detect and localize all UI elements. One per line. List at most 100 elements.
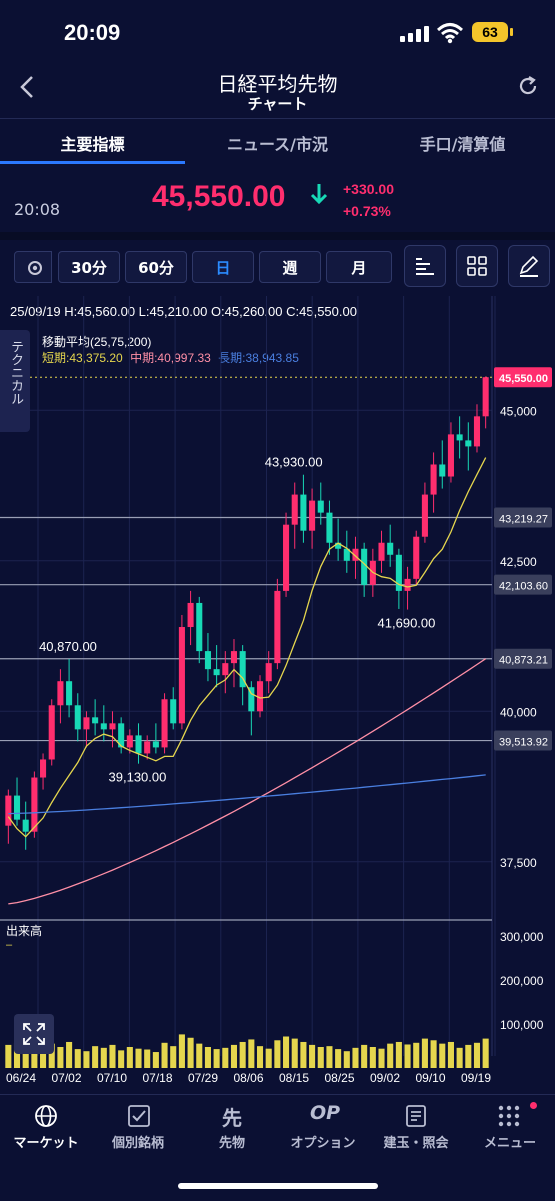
back-button[interactable] bbox=[18, 74, 36, 106]
candle bbox=[92, 717, 99, 724]
candle bbox=[135, 735, 142, 754]
candle bbox=[170, 699, 177, 724]
reload-button[interactable] bbox=[516, 74, 540, 104]
volume-bar bbox=[317, 1047, 324, 1068]
battery-tip bbox=[510, 28, 513, 36]
ohlc-readout: 25/09/19 H:45,560.00 L:45,210.00 O:45,26… bbox=[10, 304, 357, 319]
expand-button[interactable] bbox=[14, 1014, 54, 1054]
volume-bar bbox=[187, 1037, 194, 1068]
volume-bar bbox=[239, 1041, 246, 1068]
candle bbox=[413, 536, 420, 579]
volume-bar bbox=[48, 1043, 55, 1068]
tab-settlement[interactable]: 手口/清算値 bbox=[419, 135, 506, 154]
candle bbox=[404, 578, 411, 591]
volume-bar bbox=[74, 1049, 81, 1068]
interval-30m[interactable]: 30分 bbox=[58, 251, 120, 283]
document-icon bbox=[406, 1105, 426, 1127]
volume-tick-label: 100,000 bbox=[500, 1018, 544, 1032]
candle bbox=[239, 651, 246, 688]
change-value: +330.00 bbox=[343, 181, 394, 197]
quote-time: 20:08 bbox=[14, 200, 61, 219]
interval-day[interactable]: 日 bbox=[192, 251, 254, 283]
grid-icon bbox=[467, 256, 487, 276]
volume-bar bbox=[421, 1038, 428, 1068]
candle bbox=[248, 687, 255, 712]
candle bbox=[187, 602, 194, 628]
volume-bar bbox=[222, 1047, 229, 1068]
volume-bar bbox=[100, 1047, 107, 1068]
settings-button[interactable] bbox=[14, 251, 52, 283]
price-tag: 39,513.92 bbox=[499, 737, 548, 749]
bars-icon bbox=[416, 258, 434, 275]
ma-values: 短期:43,375.20 中期:40,997.33 長期:38,943.85 bbox=[42, 349, 299, 366]
x-tick-label: 07/18 bbox=[143, 1071, 173, 1085]
candle bbox=[230, 651, 238, 664]
volume-bar bbox=[465, 1044, 472, 1068]
ma-title: 移動平均(25,75,200) bbox=[42, 335, 152, 349]
nav-positions[interactable]: 建玉・照会 bbox=[383, 1136, 449, 1151]
x-tick-label: 07/29 bbox=[188, 1071, 218, 1085]
technical-side-tab[interactable]: テクニカル bbox=[0, 330, 30, 432]
candle bbox=[335, 542, 342, 549]
volume-bar bbox=[378, 1048, 385, 1068]
interval-month[interactable]: 月 bbox=[326, 251, 392, 283]
change-percent: +0.73% bbox=[343, 203, 391, 219]
price-annotation: 39,130.00 bbox=[109, 770, 167, 785]
volume-bar bbox=[13, 1042, 21, 1068]
price-annotation: 40,870.00 bbox=[39, 639, 97, 654]
candle bbox=[22, 819, 29, 832]
volume-bar bbox=[352, 1047, 359, 1068]
y-tick-label: 45,000 bbox=[500, 404, 537, 418]
candle bbox=[309, 500, 316, 531]
candle bbox=[204, 651, 211, 670]
x-tick-label: 09/10 bbox=[416, 1071, 446, 1085]
nav-market[interactable]: マーケット bbox=[13, 1136, 79, 1151]
checkbox-icon bbox=[128, 1105, 150, 1127]
tab-main-indicators[interactable]: 主要指標 bbox=[60, 135, 125, 154]
options-icon: OP bbox=[310, 1102, 341, 1124]
price-annotation: 43,930.00 bbox=[265, 455, 323, 470]
x-tick-label: 08/15 bbox=[279, 1071, 309, 1085]
volume-bar bbox=[152, 1052, 159, 1068]
interval-60m[interactable]: 60分 bbox=[125, 251, 187, 283]
tab-underline bbox=[0, 161, 185, 164]
volume-bar bbox=[283, 1036, 290, 1068]
volume-bar bbox=[213, 1049, 220, 1068]
nav-stocks[interactable]: 個別銘柄 bbox=[111, 1136, 164, 1151]
price-annotation: 41,690.00 bbox=[378, 616, 436, 631]
candle bbox=[421, 494, 428, 537]
candle bbox=[439, 464, 446, 477]
interval-week[interactable]: 週 bbox=[259, 251, 321, 283]
candle bbox=[161, 699, 168, 748]
volume-tick-label: 200,000 bbox=[500, 974, 544, 988]
volume-label: 出来高 bbox=[6, 923, 42, 938]
page-title: 日経平均先物 bbox=[217, 72, 338, 96]
candle bbox=[465, 440, 472, 447]
volume-bar bbox=[135, 1048, 142, 1068]
draw-button[interactable] bbox=[508, 245, 550, 287]
ma-mid-line bbox=[8, 658, 487, 905]
candlestick-chart[interactable]: 45,000 42,500 40,000 37,500 45,550.00 43,219.… bbox=[0, 296, 555, 1094]
volume-bar bbox=[361, 1044, 368, 1068]
candle bbox=[274, 590, 281, 664]
grid-layout-button[interactable] bbox=[456, 245, 498, 287]
price-tag: 40,873.21 bbox=[499, 655, 548, 667]
volume-bar bbox=[248, 1039, 255, 1068]
volume-bar bbox=[178, 1034, 185, 1068]
volume-bar bbox=[326, 1046, 333, 1068]
nav-options[interactable]: オプション bbox=[290, 1136, 356, 1151]
candle bbox=[40, 759, 47, 778]
side-tab-label: テクニカル bbox=[8, 340, 23, 405]
volume-ma-marker: – bbox=[6, 939, 13, 951]
price-tag-bg bbox=[494, 648, 552, 669]
volume-bar bbox=[109, 1044, 116, 1068]
volume-bar bbox=[395, 1041, 402, 1068]
tab-news[interactable]: ニュース/市況 bbox=[226, 135, 329, 154]
volume-bar bbox=[447, 1041, 454, 1068]
nav-menu[interactable]: メニュー bbox=[483, 1136, 536, 1151]
ma-short: 短期:43,375.20 bbox=[42, 351, 123, 365]
candle bbox=[213, 669, 220, 676]
price-change: +330.00 +0.73% bbox=[343, 178, 394, 222]
nav-futures[interactable]: 先物 bbox=[218, 1136, 245, 1151]
chart-type-button[interactable] bbox=[404, 245, 446, 287]
